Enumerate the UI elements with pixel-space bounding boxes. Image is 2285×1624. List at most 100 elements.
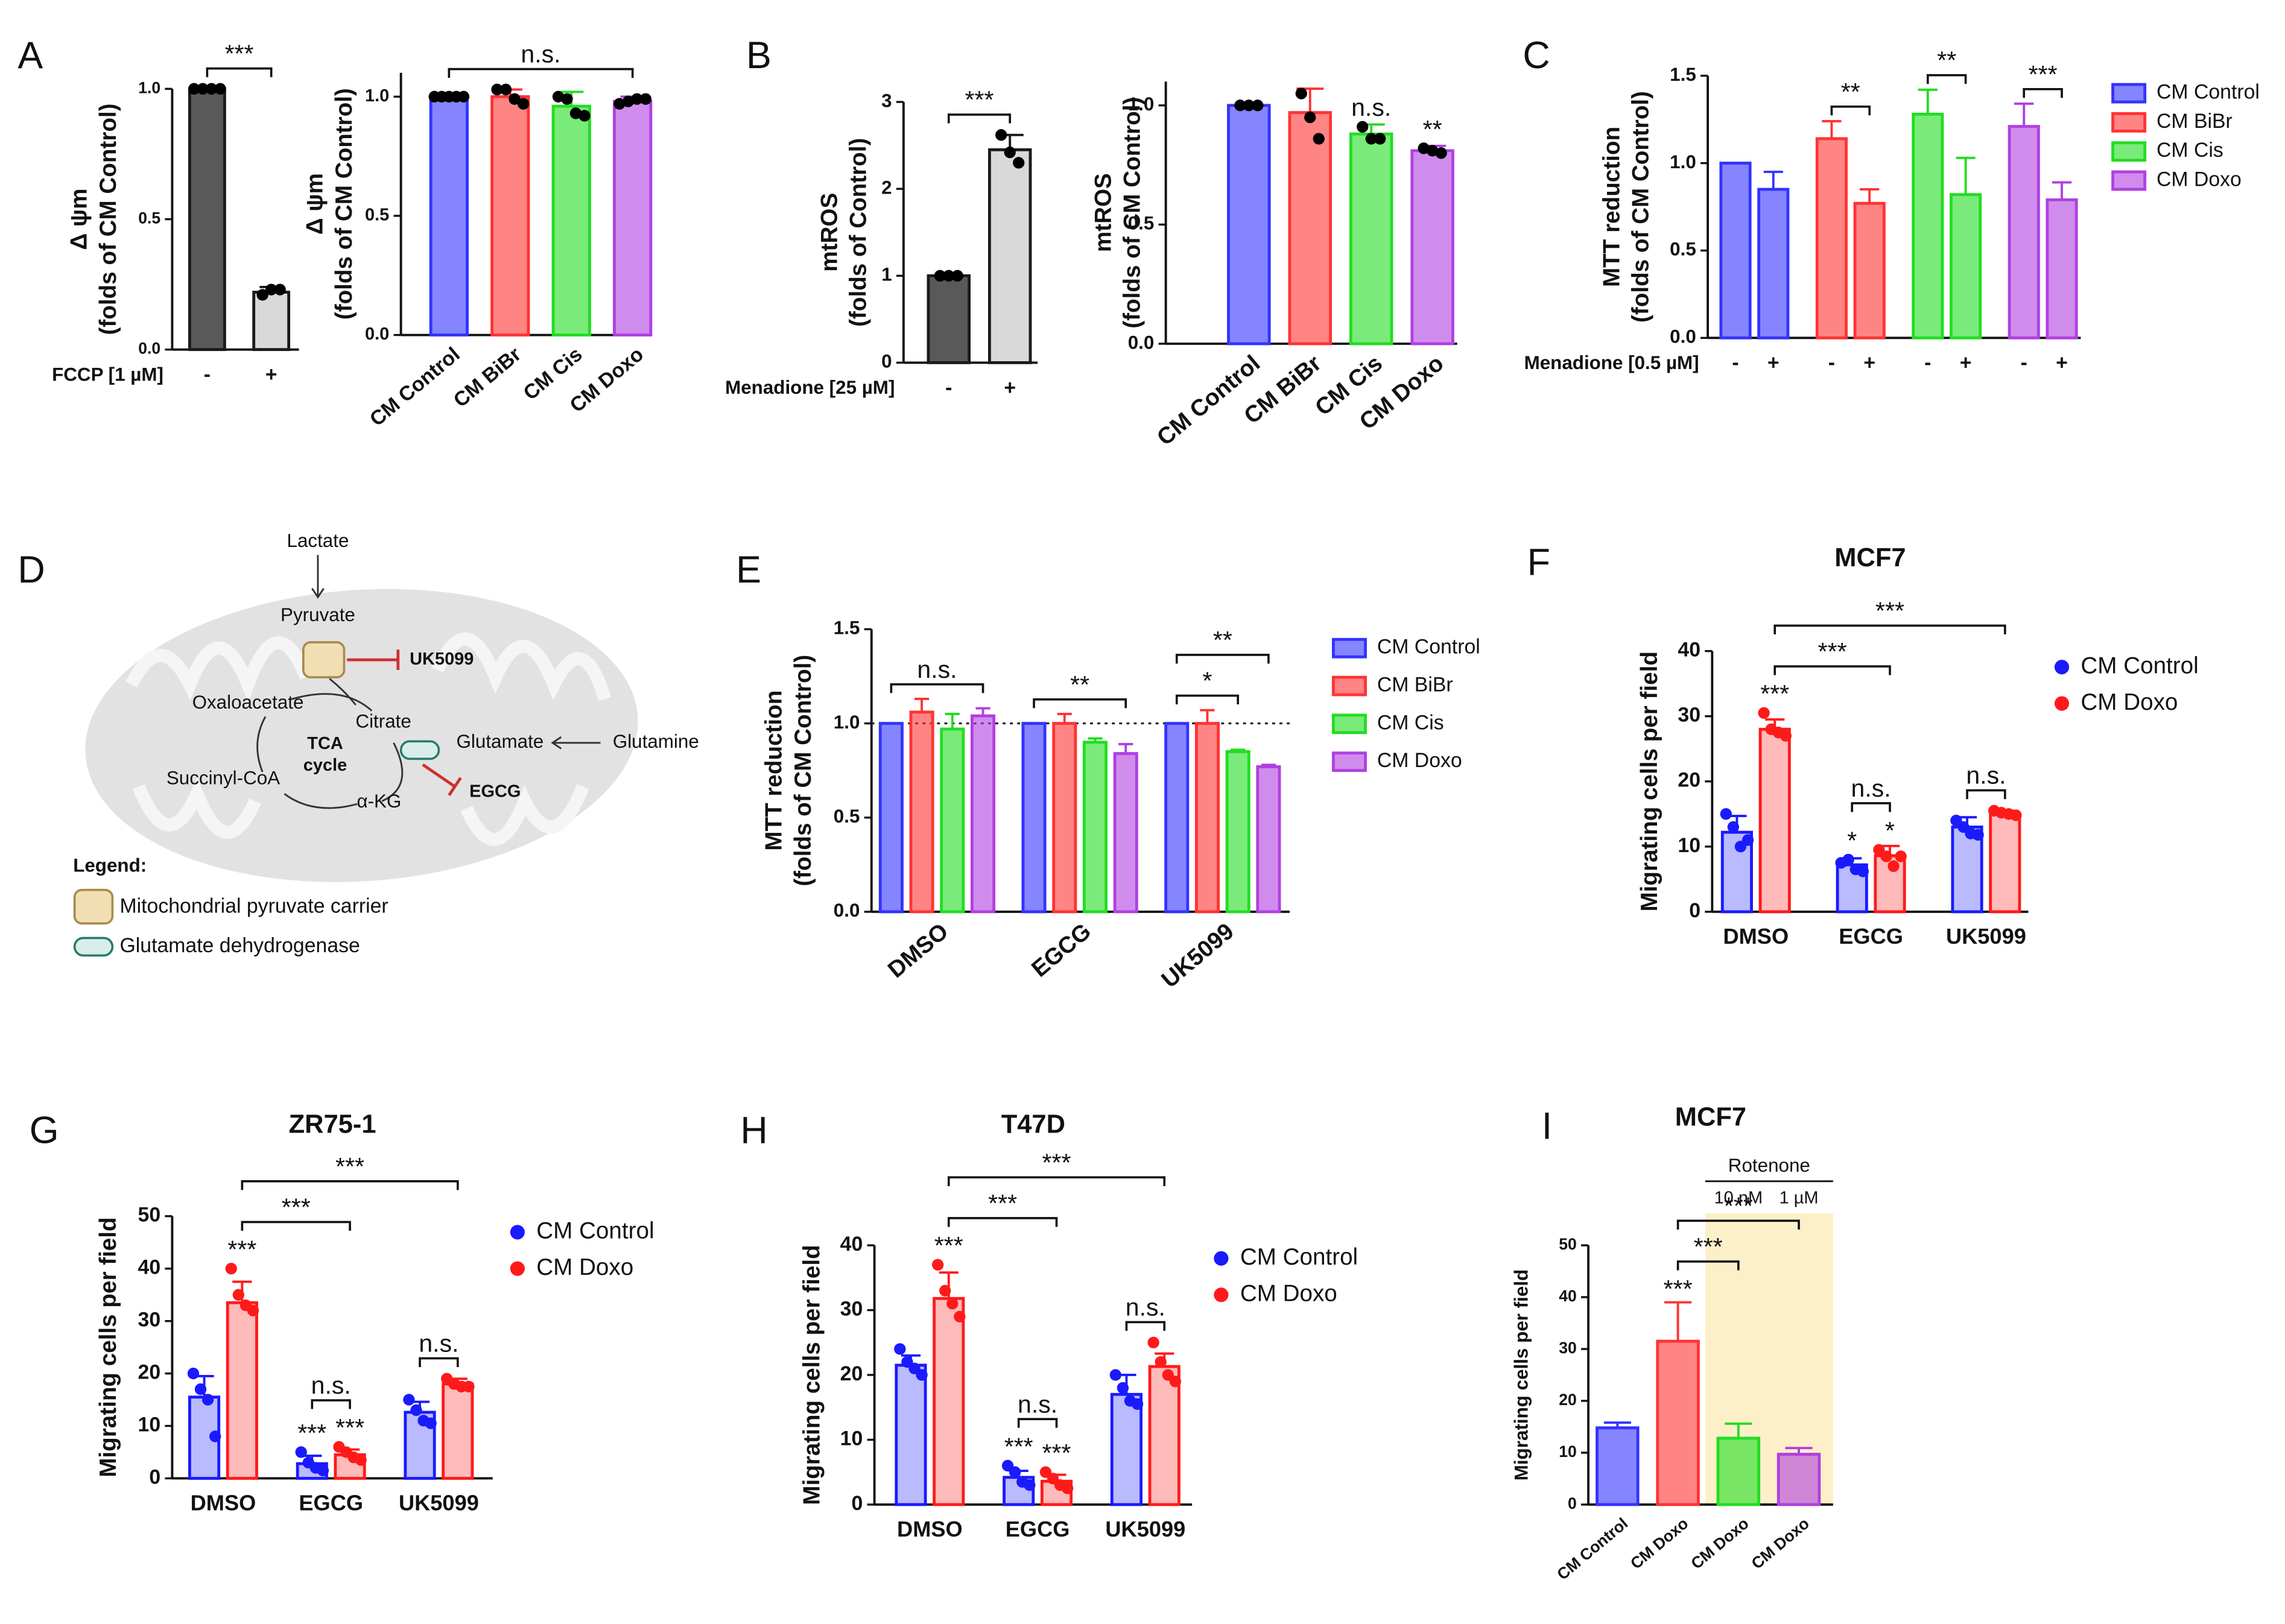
- y-axis-label: mtROS: [816, 193, 842, 272]
- y-tick-label: 1.0: [1670, 151, 1696, 172]
- bar: [1082, 741, 1108, 914]
- bar: [940, 727, 965, 914]
- error-bar: [2014, 103, 2034, 127]
- panel-letter: E: [736, 549, 761, 591]
- label: Lactate: [287, 530, 349, 551]
- legend-marker: [2111, 141, 2147, 162]
- panel-letter: D: [17, 549, 45, 591]
- legend-marker: [2054, 696, 2070, 711]
- x-tick-label: UK5099: [1105, 1517, 1185, 1541]
- y-axis-label: (folds of Control): [846, 138, 872, 327]
- legend-marker: [1331, 675, 1367, 697]
- annotation-bracket: [241, 1180, 459, 1190]
- bar: [987, 148, 1032, 364]
- legend-marker: [1331, 713, 1367, 735]
- annotation-bracket: [1676, 1260, 1740, 1271]
- chart-title: ZR75-1: [289, 1110, 376, 1139]
- legend-label: CM Doxo: [1377, 749, 1462, 772]
- error-bar: [1200, 709, 1215, 724]
- error-bar: [2052, 181, 2072, 200]
- bar: [1951, 826, 1983, 914]
- annotation-bracket: [890, 683, 984, 694]
- inhibitor: [347, 649, 400, 671]
- bar: [252, 291, 291, 352]
- data-point: [939, 1284, 951, 1297]
- bar: [1256, 765, 1281, 914]
- data-point: [197, 83, 209, 95]
- bar: [1164, 722, 1190, 914]
- y-axis-label: (folds of CM Control): [1628, 91, 1654, 323]
- bar: [1815, 137, 1848, 340]
- data-point: [1252, 100, 1264, 112]
- data-point: [1313, 133, 1325, 145]
- annotation: n.s.: [917, 656, 957, 683]
- data-point: [1243, 100, 1255, 112]
- label: Glutamate: [457, 731, 544, 752]
- y-axis-label: (folds of CM Control): [790, 655, 816, 886]
- bar: [551, 104, 591, 336]
- mpc-icon: [302, 641, 346, 678]
- y-tick-label: 50: [138, 1204, 161, 1227]
- data-point: [916, 1369, 928, 1381]
- y-tick-label: 2: [881, 177, 892, 198]
- panel-letter: I: [1542, 1105, 1552, 1147]
- annotation-bracket: [1175, 654, 1270, 664]
- annotation-bracket: [1966, 789, 2006, 800]
- error-bar: [1785, 1447, 1813, 1455]
- y-tick-label: 0.5: [834, 806, 860, 827]
- inhibitor: [422, 763, 462, 797]
- bar: [1719, 162, 1752, 340]
- y-tick-label: 0.5: [1128, 213, 1155, 234]
- data-point: [931, 1259, 944, 1271]
- x-tick-label: +: [2056, 352, 2068, 374]
- legend-label: CM Control: [1240, 1244, 1358, 1270]
- data-point: [463, 1380, 475, 1392]
- data-point: [1741, 834, 1754, 846]
- panel-letter: A: [17, 34, 43, 77]
- label: Citrate: [355, 710, 411, 731]
- y-tick-label: 0.5: [1670, 239, 1696, 260]
- data-point: [410, 1404, 422, 1417]
- y-axis-label: MTT reduction: [1599, 127, 1624, 287]
- data-point: [214, 83, 226, 95]
- x-tick-label: +: [1004, 376, 1016, 399]
- data-point: [631, 93, 643, 105]
- annotation: n.s.: [521, 40, 560, 68]
- bar: [895, 1363, 927, 1506]
- data-point: [1009, 1466, 1021, 1478]
- bar: [1776, 1453, 1821, 1506]
- y-tick-label: 30: [1559, 1339, 1577, 1357]
- y-tick-label: 0.0: [365, 324, 389, 344]
- bar: [226, 1301, 258, 1480]
- legend-marker: [2054, 660, 2070, 675]
- y-tick-label: 40: [138, 1256, 161, 1279]
- bar: [1758, 727, 1791, 914]
- data-point: [1234, 100, 1246, 112]
- data-point: [1357, 121, 1369, 133]
- annotation: n.s.: [1966, 762, 2006, 789]
- bar: [1052, 722, 1077, 914]
- annotation: n.s.: [311, 1371, 351, 1399]
- x-tick-label: DMSO: [191, 1491, 256, 1515]
- annotation: *: [1847, 826, 1857, 854]
- annotation: n.s.: [419, 1330, 458, 1357]
- data-point: [894, 1343, 906, 1355]
- legend-label: CM Doxo: [536, 1254, 633, 1280]
- data-point: [1727, 821, 1740, 833]
- gdh-icon: [399, 740, 440, 760]
- data-point: [639, 93, 652, 105]
- error-bar: [1763, 171, 1783, 189]
- bar: [1148, 1365, 1181, 1506]
- bar: [1227, 104, 1271, 346]
- error-bar: [945, 713, 960, 729]
- y-axis-label: (folds of CM Control): [331, 88, 357, 320]
- y-tick-label: 10: [840, 1427, 863, 1450]
- data-point: [622, 95, 635, 107]
- error-bar: [1860, 188, 1880, 204]
- cycle-arrows: [256, 693, 404, 809]
- data-point: [946, 1298, 959, 1310]
- data-point: [499, 83, 512, 96]
- legend-label: CM Control: [2157, 81, 2260, 104]
- annotation-bracket: [1851, 802, 1891, 812]
